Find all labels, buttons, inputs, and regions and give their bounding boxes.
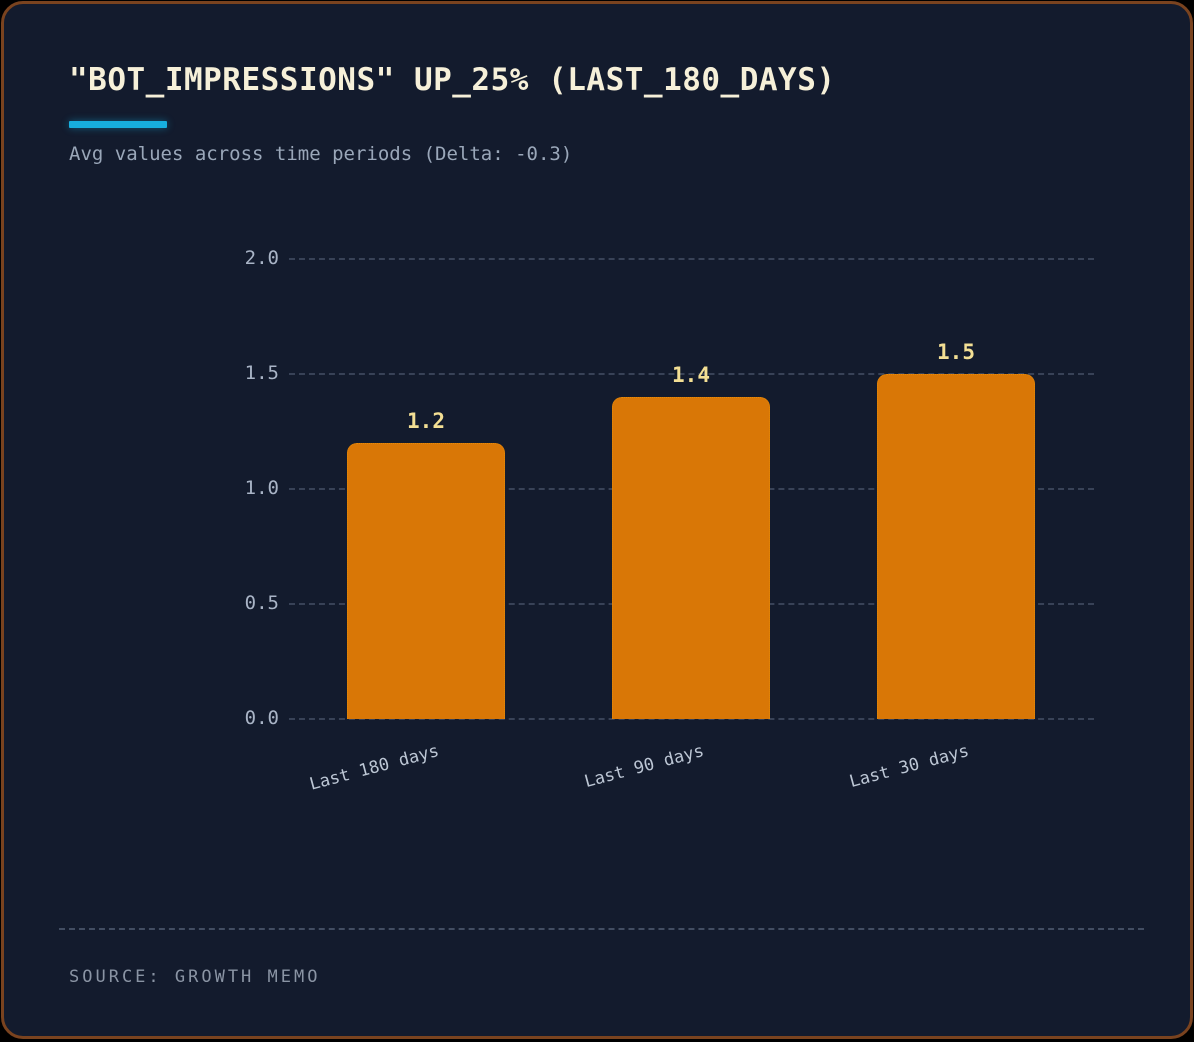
source-caption: SOURCE: GROWTH MEMO <box>69 967 321 987</box>
x-tick-label: Last 30 days <box>847 741 972 793</box>
bar <box>347 443 505 719</box>
bar-value-label: 1.5 <box>937 340 975 364</box>
gridline <box>289 373 1094 375</box>
bar-chart: 2.0 1.5 1.0 0.5 0.0 1.2 Last 180 days 1.4 Last 9… <box>4 4 1194 1042</box>
chart-title: "BOT_IMPRESSIONS" UP_25% (LAST_180_DAYS) <box>69 62 836 98</box>
bar-value-label: 1.4 <box>672 363 710 387</box>
bar <box>612 397 770 719</box>
y-tick-label: 2.0 <box>244 247 279 269</box>
gridline <box>289 718 1094 720</box>
y-tick-label: 0.0 <box>244 707 279 729</box>
x-tick-label: Last 180 days <box>307 741 442 795</box>
title-accent-bar <box>69 121 167 128</box>
gridline <box>289 258 1094 260</box>
y-tick-label: 0.5 <box>244 592 279 614</box>
bar-value-label: 1.2 <box>407 409 445 433</box>
bar <box>877 374 1035 719</box>
y-tick-label: 1.5 <box>244 362 279 384</box>
footer-divider <box>59 928 1144 930</box>
x-tick-label: Last 90 days <box>582 741 707 793</box>
chart-subtitle: Avg values across time periods (Delta: -… <box>69 143 573 165</box>
y-tick-label: 1.0 <box>244 477 279 499</box>
